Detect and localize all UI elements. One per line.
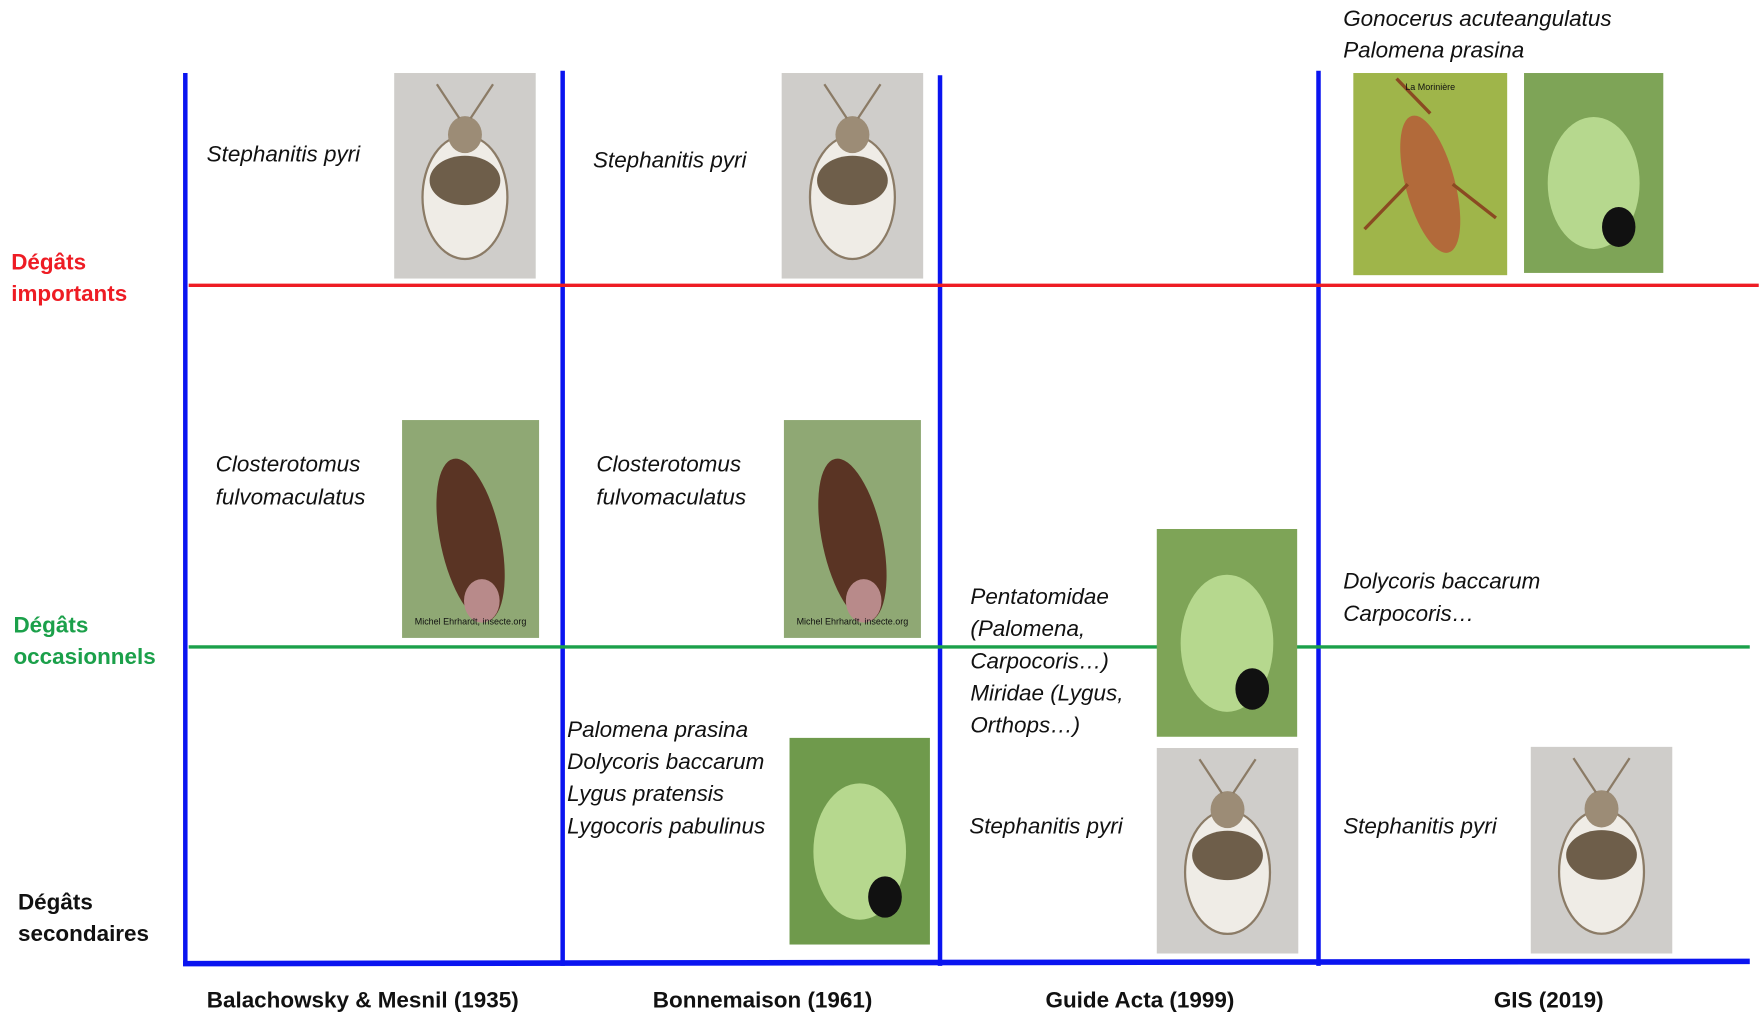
row-label: Dégâts [11,250,86,275]
insect-photo [394,73,536,279]
species-name: Palomena prasina [1343,37,1524,62]
insect-pattern [1566,830,1637,880]
insect-legs [1363,77,1497,231]
species-name: Stephanitis pyri [969,813,1124,838]
insect-antennae [1572,757,1631,793]
species-name: Stephanitis pyri [593,147,748,172]
species-name: fulvomaculatus [596,484,746,509]
insect-head [447,116,482,154]
insect-photo [402,420,540,638]
row-label: importants [11,281,127,306]
insect-pattern [429,155,501,206]
row-label: secondaires [18,921,149,946]
insect-photo [781,73,924,279]
insect-body [1400,115,1461,253]
insect-head [1210,791,1245,829]
species-name: Dolycoris baccarum [1343,569,1540,594]
insect-tip [868,876,902,918]
species-name: Closterotomus [216,452,361,477]
species-name: Carpocoris… [1343,601,1474,626]
species-name: Lygocoris pabulinus [567,813,765,838]
species-name: Miridae (Lygus, [970,680,1123,705]
species-name: fulvomaculatus [216,484,366,509]
insect-tip [463,579,500,623]
row-label: occasionnels [13,644,155,669]
species-name: Stephanitis pyri [207,142,362,167]
species-name: (Palomena, [970,616,1085,641]
column-label: GIS (2019) [1494,987,1604,1012]
species-name: Orthops…) [970,712,1080,737]
insect-tip [1602,206,1636,247]
insect-tip [1235,668,1270,710]
species-name: Dolycoris baccarum [567,749,764,774]
insect-photo [1353,73,1508,276]
insect-head [1584,790,1619,828]
insect-photo [1530,746,1673,954]
photo-caption: Michel Ehrhardt, insecte.org [797,616,909,626]
insect-photo [783,420,921,638]
species-name: Stephanitis pyri [1343,813,1498,838]
insect-antennae [1198,758,1257,794]
photo-caption: La Morinière [1405,82,1455,92]
species-name: Carpocoris…) [970,648,1109,673]
insect-photo [1156,747,1299,954]
insect-head [835,116,870,154]
row-label: Dégâts [18,890,93,915]
insect-photo [1524,73,1664,273]
species-name: Gonocerus acuteangulatus [1343,6,1611,31]
row-label: Dégâts [13,612,88,637]
axes [183,70,1759,967]
insect-photo [789,737,930,945]
species-name: Palomena prasina [567,717,748,742]
insect-pattern [1192,830,1263,881]
column-label: Balachowsky & Mesnil (1935) [207,987,519,1012]
species-name: Closterotomus [596,452,741,477]
insect-antennae [823,83,882,119]
column-label: Bonnemaison (1961) [653,987,873,1012]
species-name: Pentatomidae [970,584,1109,609]
photo-caption: Michel Ehrhardt, insecte.org [415,616,527,626]
species-name: Lygus pratensis [567,781,724,806]
insect-pattern [817,155,888,206]
column-label: Guide Acta (1999) [1046,987,1235,1012]
insect-photo [1156,528,1298,737]
insect-tip [845,579,882,623]
insect-antennae [435,83,494,119]
